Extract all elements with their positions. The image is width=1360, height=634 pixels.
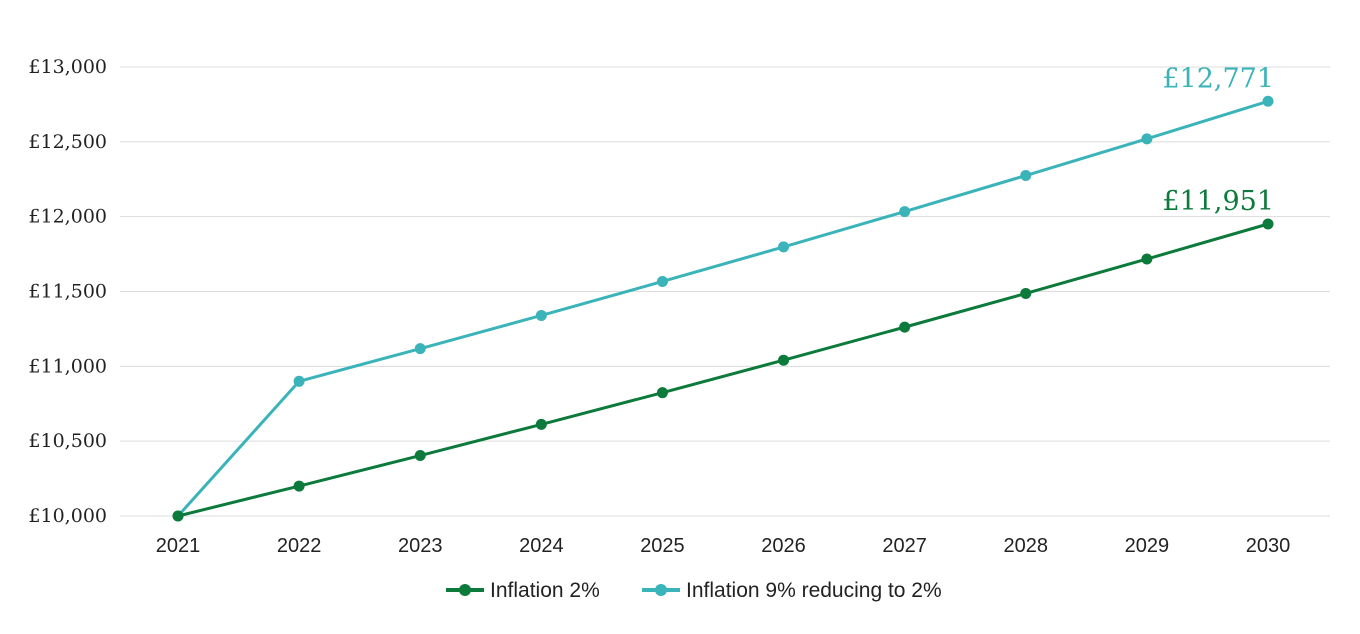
data-point[interactable] <box>1141 253 1153 265</box>
x-tick-label: 2024 <box>519 535 564 557</box>
legend-item-inflation-2[interactable]: Inflation 2% <box>446 579 600 602</box>
y-tick-label: £13,000 <box>28 56 107 78</box>
end-value-label: £11,951 <box>1162 186 1274 217</box>
x-tick-label: 2023 <box>398 535 443 557</box>
data-point[interactable] <box>293 375 305 387</box>
series-lines <box>172 95 1274 522</box>
data-point[interactable] <box>899 321 911 333</box>
y-tick-label: £11,000 <box>28 355 107 377</box>
data-point[interactable] <box>172 510 184 522</box>
data-point[interactable] <box>414 450 426 462</box>
y-tick-label: £11,500 <box>28 281 107 303</box>
x-axis-ticks: 2021 2022 2023 2024 2025 2026 2027 2028 2029 2030 <box>156 535 1291 557</box>
x-tick-label: 2029 <box>1125 535 1170 557</box>
x-tick-label: 2025 <box>640 535 685 557</box>
legend: Inflation 2% Inflation 9% reducing to 2% <box>446 579 942 602</box>
end-value-label: £12,771 <box>1162 63 1274 94</box>
data-point[interactable] <box>778 241 790 253</box>
data-point[interactable] <box>778 354 790 366</box>
x-tick-label: 2022 <box>277 535 322 557</box>
x-tick-label: 2030 <box>1246 535 1291 557</box>
data-point[interactable] <box>1020 170 1032 182</box>
legend-swatch-marker <box>655 584 667 596</box>
x-tick-label: 2028 <box>1004 535 1049 557</box>
data-point[interactable] <box>656 275 668 287</box>
legend-swatch-marker <box>459 584 471 596</box>
y-tick-label: £12,000 <box>28 206 107 228</box>
data-point[interactable] <box>1141 133 1153 145</box>
x-tick-label: 2026 <box>761 535 806 557</box>
data-point[interactable] <box>535 418 547 430</box>
series-line <box>176 99 1270 518</box>
end-labels: £12,771 £11,951 <box>1162 63 1274 217</box>
series-0 <box>172 218 1274 522</box>
x-tick-label: 2021 <box>156 535 201 557</box>
data-point[interactable] <box>414 343 426 355</box>
legend-label: Inflation 2% <box>490 579 600 602</box>
legend-item-inflation-9-reducing[interactable]: Inflation 9% reducing to 2% <box>642 579 942 602</box>
y-tick-label: £10,000 <box>28 505 107 527</box>
gridlines <box>120 66 1330 517</box>
data-point[interactable] <box>1262 218 1274 230</box>
y-axis-ticks: £13,000 £12,500 £12,000 £11,500 £11,000 £10,5… <box>28 56 107 527</box>
series-line <box>176 222 1270 518</box>
data-point[interactable] <box>1020 287 1032 299</box>
data-point[interactable] <box>1262 95 1274 107</box>
data-point[interactable] <box>899 206 911 218</box>
data-point[interactable] <box>656 387 668 399</box>
legend-label: Inflation 9% reducing to 2% <box>686 579 942 602</box>
y-tick-label: £10,500 <box>28 430 107 452</box>
data-point[interactable] <box>535 309 547 321</box>
series-1 <box>172 95 1274 522</box>
x-tick-label: 2027 <box>882 535 927 557</box>
y-tick-label: £12,500 <box>28 131 107 153</box>
data-point[interactable] <box>293 480 305 492</box>
